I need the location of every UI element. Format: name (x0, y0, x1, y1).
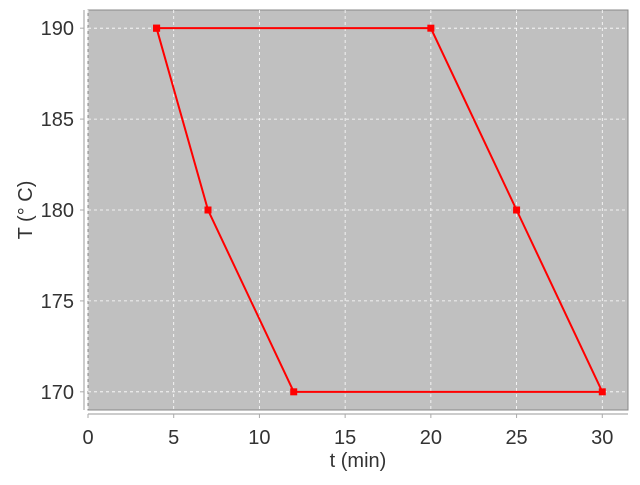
data-point (598, 388, 606, 396)
y-tick-label: 180 (41, 200, 74, 222)
x-tick-label: 0 (82, 427, 93, 449)
data-point (204, 206, 212, 214)
y-tick-label: 170 (41, 382, 74, 404)
data-point (153, 24, 161, 32)
y-tick-label: 185 (41, 109, 74, 131)
y-axis-label: T (° C) (15, 181, 37, 240)
x-axis-label: t (min) (330, 450, 387, 472)
x-tick-label: 25 (505, 427, 527, 449)
data-point (513, 206, 521, 214)
x-tick-label: 15 (334, 427, 356, 449)
x-tick-label: 5 (168, 427, 179, 449)
data-point (290, 388, 298, 396)
axes: 0 5 10 15 20 25 30 170 175 180 185 190 (41, 10, 628, 449)
series (153, 24, 606, 396)
x-tick-label: 20 (420, 427, 442, 449)
y-tick-label: 175 (41, 291, 74, 313)
data-point (427, 24, 435, 32)
y-tick-label: 190 (41, 18, 74, 40)
x-tick-label: 30 (591, 427, 613, 449)
x-tick-label: 10 (248, 427, 270, 449)
